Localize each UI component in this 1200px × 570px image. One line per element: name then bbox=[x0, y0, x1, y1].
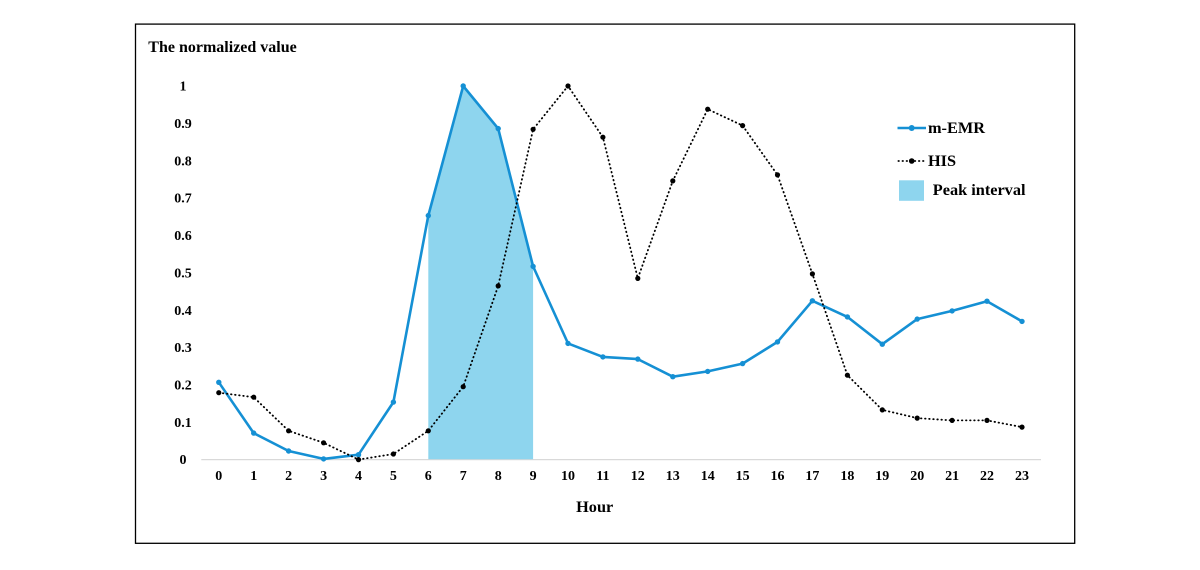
svg-text:5: 5 bbox=[390, 469, 397, 484]
svg-text:11: 11 bbox=[596, 469, 609, 484]
svg-text:0.2: 0.2 bbox=[174, 379, 192, 394]
svg-text:9: 9 bbox=[530, 469, 537, 484]
svg-text:6: 6 bbox=[425, 469, 432, 484]
svg-text:The normalized value: The normalized value bbox=[148, 39, 296, 56]
svg-text:19: 19 bbox=[875, 469, 889, 484]
svg-text:22: 22 bbox=[980, 469, 994, 484]
svg-text:23: 23 bbox=[1015, 469, 1029, 484]
svg-text:0.4: 0.4 bbox=[174, 304, 192, 319]
svg-text:1: 1 bbox=[250, 469, 257, 484]
svg-text:0: 0 bbox=[215, 469, 222, 484]
svg-text:0.9: 0.9 bbox=[174, 117, 192, 132]
svg-text:8: 8 bbox=[495, 469, 502, 484]
svg-text:14: 14 bbox=[701, 469, 715, 484]
svg-text:2: 2 bbox=[285, 469, 292, 484]
svg-text:HIS: HIS bbox=[928, 151, 956, 170]
svg-text:0.3: 0.3 bbox=[174, 341, 192, 356]
svg-text:16: 16 bbox=[771, 469, 785, 484]
svg-text:20: 20 bbox=[910, 469, 924, 484]
svg-text:0.6: 0.6 bbox=[174, 229, 192, 244]
svg-text:0.1: 0.1 bbox=[174, 416, 192, 431]
svg-text:0.7: 0.7 bbox=[174, 192, 192, 207]
svg-text:4: 4 bbox=[355, 469, 362, 484]
svg-text:0.8: 0.8 bbox=[174, 154, 192, 169]
svg-text:Hour: Hour bbox=[576, 497, 613, 516]
svg-text:7: 7 bbox=[460, 469, 467, 484]
svg-text:1: 1 bbox=[180, 80, 187, 95]
svg-text:15: 15 bbox=[736, 469, 750, 484]
svg-text:13: 13 bbox=[666, 469, 680, 484]
svg-text:17: 17 bbox=[805, 469, 819, 484]
svg-text:m-EMR: m-EMR bbox=[928, 118, 985, 137]
svg-text:3: 3 bbox=[320, 469, 327, 484]
svg-text:21: 21 bbox=[945, 469, 959, 484]
svg-text:18: 18 bbox=[840, 469, 854, 484]
svg-text:10: 10 bbox=[561, 469, 575, 484]
svg-text:Peak interval: Peak interval bbox=[933, 180, 1026, 199]
svg-text:0.5: 0.5 bbox=[174, 266, 192, 281]
svg-text:12: 12 bbox=[631, 469, 645, 484]
svg-text:0: 0 bbox=[180, 453, 187, 468]
